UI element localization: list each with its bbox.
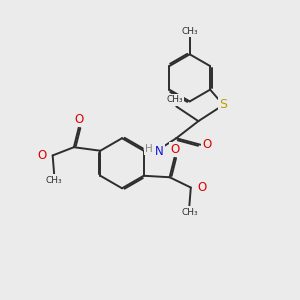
Text: O: O [202,138,212,151]
Text: CH₃: CH₃ [182,27,198,36]
Text: O: O [170,143,179,156]
Text: CH₃: CH₃ [181,208,198,217]
Text: N: N [155,145,164,158]
Text: O: O [74,113,84,126]
Text: CH₃: CH₃ [167,95,183,104]
Text: H: H [145,144,153,154]
Text: S: S [219,98,227,111]
Text: O: O [37,149,46,162]
Text: CH₃: CH₃ [46,176,62,185]
Text: O: O [197,181,206,194]
